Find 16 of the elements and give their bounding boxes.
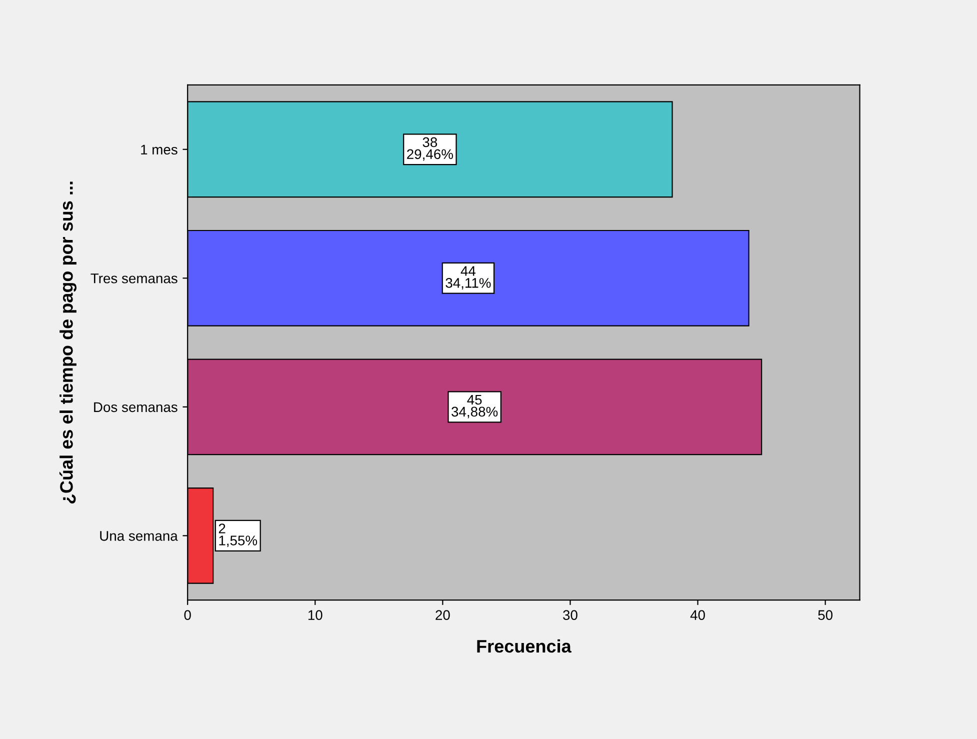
data-label: 45 34,88% <box>452 394 498 418</box>
x-tick-label: 0 <box>184 610 191 620</box>
x-tick-label: 40 <box>690 610 705 620</box>
x-tick-label: 20 <box>436 610 450 620</box>
y-axis-title: ¿Cúal es el tiempo de pago por sus ... <box>59 182 77 504</box>
data-label: 44 34,11% <box>446 266 491 290</box>
x-tick-label: 30 <box>563 610 578 620</box>
y-tick-label: Dos semanas <box>94 402 178 412</box>
x-tick-label: 10 <box>308 610 322 620</box>
y-tick-label: Una semana <box>100 531 178 541</box>
data-label: 2 1,55% <box>218 524 258 548</box>
y-tick-label: 1 mes <box>141 144 178 155</box>
x-tick-label: 50 <box>818 610 833 620</box>
data-label: 38 29,46% <box>407 137 453 161</box>
y-tick-label: Tres semanas <box>90 274 178 284</box>
x-axis-title: Frecuencia <box>477 639 572 653</box>
